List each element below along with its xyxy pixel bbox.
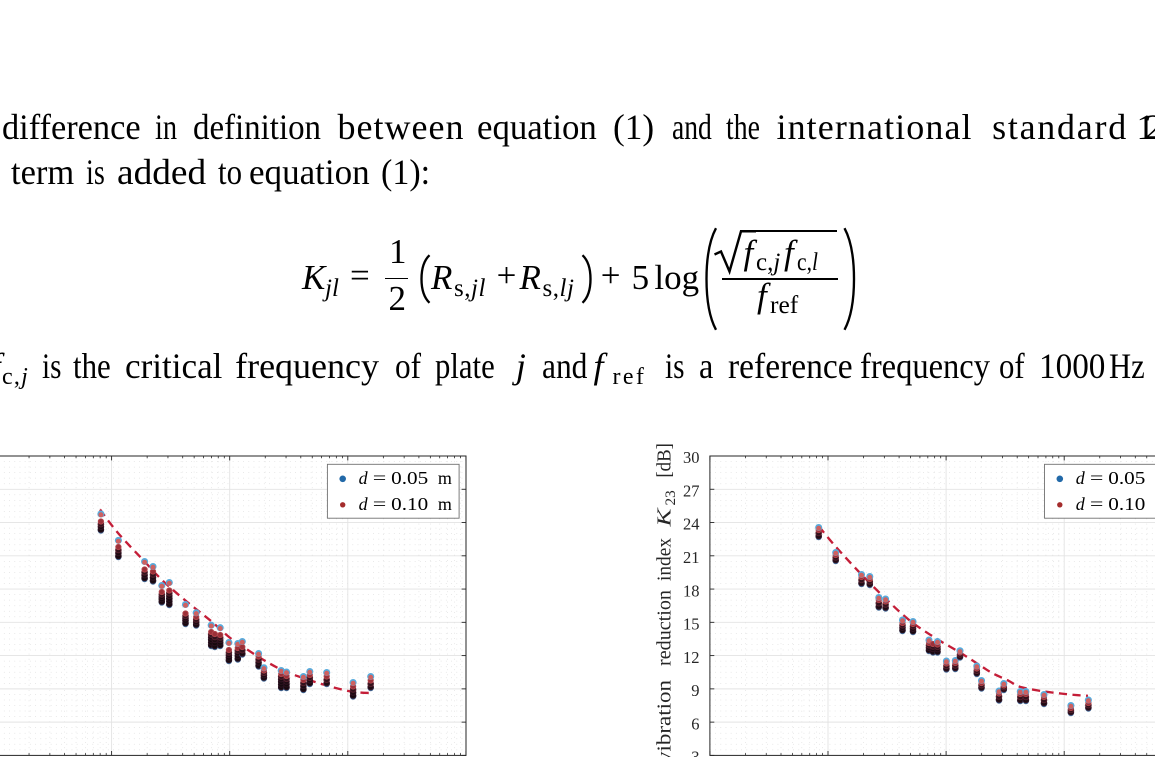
svg-text:9: 9	[691, 681, 699, 700]
svg-text:index: index	[655, 538, 676, 581]
svg-text:reduction: reduction	[655, 590, 676, 666]
svg-text:m: m	[438, 494, 452, 514]
svg-text:=: =	[1090, 468, 1104, 488]
svg-text:3: 3	[691, 748, 699, 757]
svg-text:=: =	[373, 468, 387, 488]
svg-text:0.10: 0.10	[1108, 494, 1145, 514]
svg-text:18: 18	[683, 581, 700, 600]
svg-text:d: d	[359, 494, 369, 514]
svg-text:0.05: 0.05	[391, 468, 428, 488]
svg-text:6: 6	[691, 714, 699, 733]
svg-text:0.05: 0.05	[1108, 468, 1145, 488]
svg-text:d: d	[1076, 494, 1086, 514]
svg-text:24: 24	[683, 515, 700, 534]
svg-text:21: 21	[683, 548, 700, 567]
svg-text:K: K	[655, 507, 676, 528]
svg-text:12: 12	[683, 648, 700, 667]
svg-text:23: 23	[663, 490, 679, 505]
svg-text:m: m	[438, 468, 452, 488]
svg-text:=: =	[1090, 494, 1104, 514]
svg-text:d: d	[359, 468, 369, 488]
svg-text:=: =	[373, 494, 387, 514]
svg-text:15: 15	[683, 615, 700, 634]
svg-text:d: d	[1076, 468, 1086, 488]
svg-text:0.10: 0.10	[391, 494, 428, 514]
svg-text:30: 30	[683, 448, 700, 467]
svg-text:[dB]: [dB]	[655, 443, 676, 478]
svg-text:27: 27	[683, 482, 700, 501]
svg-text:vibration: vibration	[655, 680, 676, 757]
